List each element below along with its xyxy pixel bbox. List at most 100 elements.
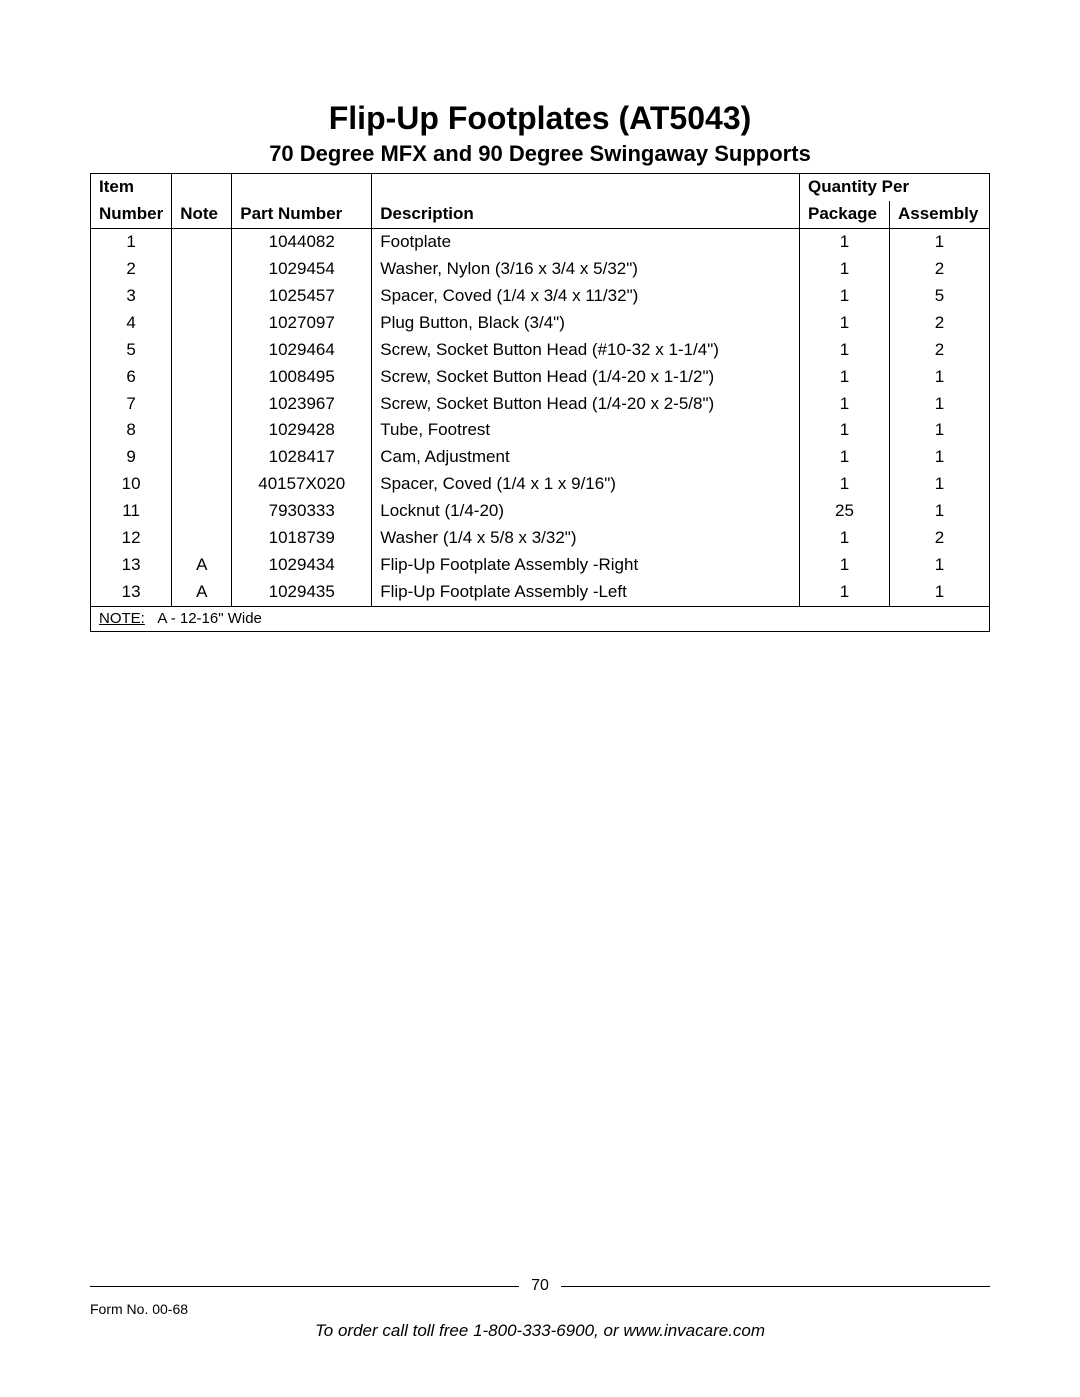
table-cell: Washer, Nylon (3/16 x 3/4 x 5/32") (372, 256, 800, 283)
table-cell: A (172, 579, 232, 606)
table-cell: 1 (890, 417, 990, 444)
table-cell: Screw, Socket Button Head (#10-32 x 1-1/… (372, 337, 800, 364)
table-cell: 1 (800, 552, 890, 579)
table-cell: 1029435 (232, 579, 372, 606)
col-package: Package (800, 201, 890, 228)
table-row: 5 1029464Screw, Socket Button Head (#10-3… (91, 337, 990, 364)
table-cell: 1029464 (232, 337, 372, 364)
table-cell: 3 (91, 283, 172, 310)
table-cell: 1 (800, 579, 890, 606)
table-cell (172, 498, 232, 525)
table-cell: 1 (800, 228, 890, 255)
table-cell: 2 (890, 256, 990, 283)
table-cell (172, 417, 232, 444)
page: Flip-Up Footplates (AT5043) 70 Degree MF… (0, 0, 1080, 1397)
col-assembly: Assembly (890, 201, 990, 228)
table-cell: 1029428 (232, 417, 372, 444)
table-cell: 1008495 (232, 364, 372, 391)
form-number: Form No. 00-68 (90, 1301, 990, 1317)
table-cell: 1 (800, 444, 890, 471)
table-cell: A (172, 552, 232, 579)
table-cell: 1027097 (232, 310, 372, 337)
table-cell: 1025457 (232, 283, 372, 310)
table-cell: 1 (800, 310, 890, 337)
table-cell (172, 471, 232, 498)
table-cell (172, 525, 232, 552)
table-row: 3 1025457Spacer, Coved (1/4 x 3/4 x 11/32… (91, 283, 990, 310)
footer-line-left (90, 1286, 519, 1287)
table-row: 13A1029435Flip-Up Footplate Assembly -Le… (91, 579, 990, 606)
table-cell: 1 (890, 579, 990, 606)
table-cell: 1 (800, 283, 890, 310)
table-row: 11044082Footplate11 (91, 228, 990, 255)
table-cell: 12 (91, 525, 172, 552)
page-number-row: 70 (90, 1277, 990, 1295)
table-cell: Screw, Socket Button Head (1/4-20 x 2-5/… (372, 391, 800, 418)
table-cell (172, 391, 232, 418)
table-cell: 1029454 (232, 256, 372, 283)
page-title: Flip-Up Footplates (AT5043) (90, 100, 990, 137)
table-cell: Tube, Footrest (372, 417, 800, 444)
table-cell: 1028417 (232, 444, 372, 471)
table-row: 2 1029454Washer, Nylon (3/16 x 3/4 x 5/32… (91, 256, 990, 283)
page-subtitle: 70 Degree MFX and 90 Degree Swingaway Su… (90, 141, 990, 167)
table-cell: 1 (890, 471, 990, 498)
table-cell (172, 283, 232, 310)
table-cell: Flip-Up Footplate Assembly -Right (372, 552, 800, 579)
table-cell: 1 (890, 498, 990, 525)
table-cell: 1029434 (232, 552, 372, 579)
footer-line-right (561, 1286, 990, 1287)
table-cell: 1 (890, 228, 990, 255)
table-cell: Screw, Socket Button Head (1/4-20 x 1-1/… (372, 364, 800, 391)
col-partnumber: Part Number (232, 201, 372, 228)
table-row: 6 1008495Screw, Socket Button Head (1/4-2… (91, 364, 990, 391)
col-note-top (172, 174, 232, 201)
table-cell: Plug Button, Black (3/4") (372, 310, 800, 337)
table-cell: 6 (91, 364, 172, 391)
table-cell: 1 (800, 256, 890, 283)
parts-table: Item Quantity Per Number Note Part Numbe… (90, 173, 990, 632)
table-cell: Cam, Adjustment (372, 444, 800, 471)
table-cell: 2 (890, 337, 990, 364)
table-cell: Locknut (1/4-20) (372, 498, 800, 525)
table-cell: 1 (890, 552, 990, 579)
table-cell: 2 (890, 525, 990, 552)
note-label: NOTE: (99, 610, 145, 627)
col-qtyper: Quantity Per (800, 174, 990, 201)
table-cell (172, 256, 232, 283)
table-cell: 1 (800, 525, 890, 552)
table-cell: 13 (91, 552, 172, 579)
table-cell: 4 (91, 310, 172, 337)
table-cell: 1018739 (232, 525, 372, 552)
table-cell: 25 (800, 498, 890, 525)
table-cell: Footplate (372, 228, 800, 255)
table-cell: 10 (91, 471, 172, 498)
header-row-2: Number Note Part Number Description Pack… (91, 201, 990, 228)
table-cell: 1 (800, 364, 890, 391)
table-cell: Spacer, Coved (1/4 x 3/4 x 11/32") (372, 283, 800, 310)
table-cell: 2 (91, 256, 172, 283)
table-cell: Spacer, Coved (1/4 x 1 x 9/16") (372, 471, 800, 498)
col-description: Description (372, 201, 800, 228)
table-cell: 13 (91, 579, 172, 606)
table-cell (172, 337, 232, 364)
table-row: 91028417Cam, Adjustment11 (91, 444, 990, 471)
table-body: 11044082Footplate1121029454Washer, Nylon… (91, 228, 990, 631)
table-cell: Flip-Up Footplate Assembly -Left (372, 579, 800, 606)
table-cell: 1 (91, 228, 172, 255)
note-row: NOTE: A - 12-16" Wide (91, 607, 990, 632)
table-cell (172, 364, 232, 391)
table-row: 121018739Washer (1/4 x 5/8 x 3/32")12 (91, 525, 990, 552)
page-number: 70 (531, 1277, 549, 1295)
table-cell: 1 (890, 444, 990, 471)
table-cell: 1 (890, 391, 990, 418)
table-cell: 5 (91, 337, 172, 364)
table-cell: 5 (890, 283, 990, 310)
header-row-1: Item Quantity Per (91, 174, 990, 201)
table-cell: 2 (890, 310, 990, 337)
table-cell: 7 (91, 391, 172, 418)
table-cell: 1 (800, 417, 890, 444)
table-row: 13A1029434Flip-Up Footplate Assembly -Ri… (91, 552, 990, 579)
table-cell (172, 228, 232, 255)
col-item-top: Item (91, 174, 172, 201)
